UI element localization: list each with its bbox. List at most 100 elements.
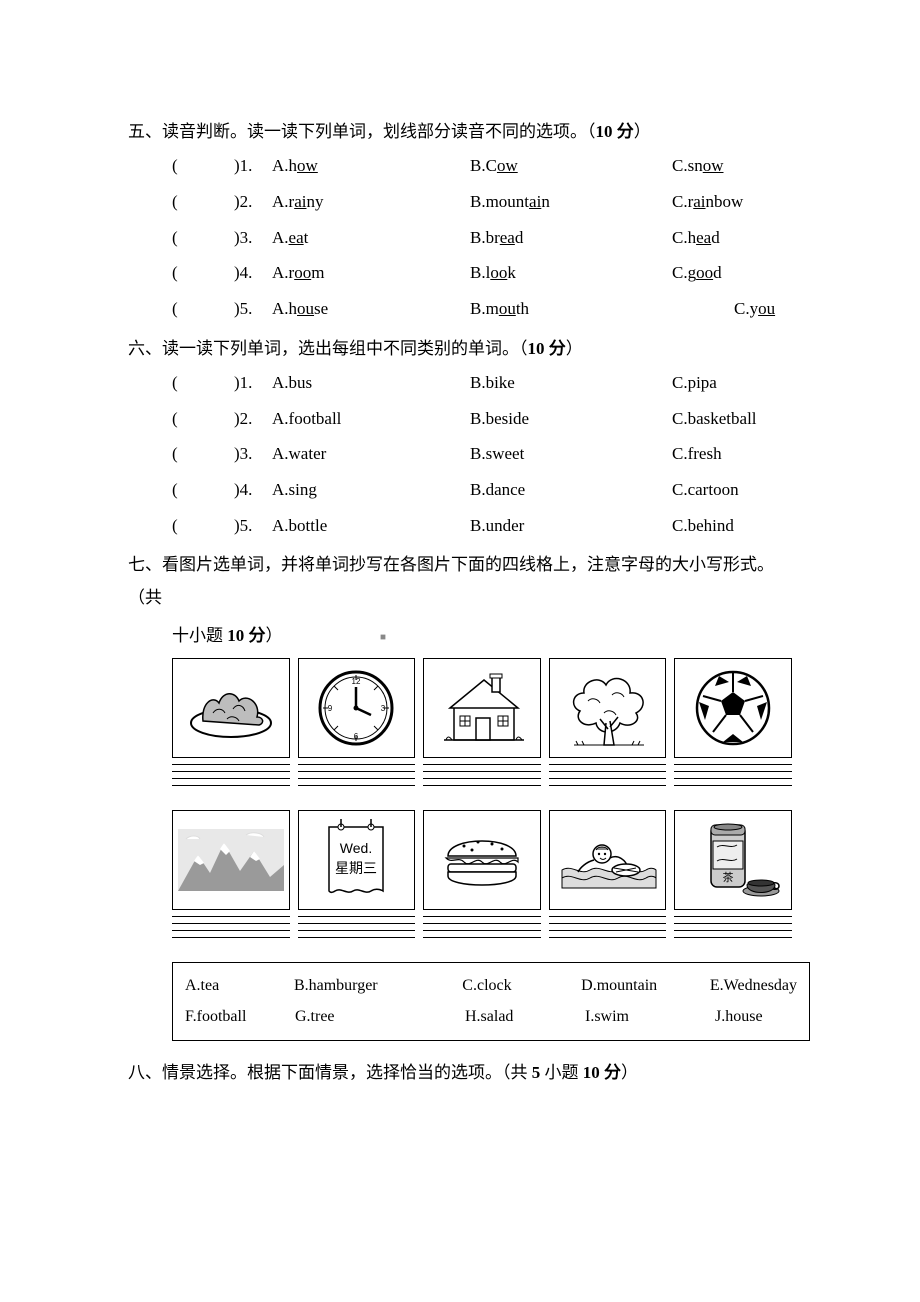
option-b: B.beside [470, 401, 672, 437]
question-row: ()1.A.busB.bikeC.pipa [128, 365, 792, 401]
wb-b: B.hamburger [294, 971, 462, 1001]
ruling-row-2 [172, 912, 792, 938]
paren-open: ( [172, 365, 190, 401]
image-hamburger [423, 810, 541, 910]
image-football [674, 658, 792, 758]
question-row: ()4.A.roomB.lookC.good [128, 255, 792, 291]
image-tea: 茶 [674, 810, 792, 910]
s7-l2-pre: 十小题 [172, 626, 227, 645]
answer-blank[interactable] [190, 184, 234, 220]
option-a: A.how [272, 148, 470, 184]
question-row: ( )2.A.footballB.besideC.basketball [128, 401, 792, 437]
paren-open: ( [172, 401, 190, 437]
question-row: ()3.A.eatB.breadC.head [128, 220, 792, 256]
writing-lines[interactable] [172, 912, 290, 938]
word-bank: A.tea B.hamburger C.clock D.mountain E.W… [172, 962, 810, 1041]
writing-lines[interactable] [674, 912, 792, 938]
option-a: A.football [272, 401, 470, 437]
s8-suf: ） [621, 1063, 638, 1082]
answer-blank[interactable] [190, 148, 234, 184]
question-row: ( )1.A.howB.CowC.snow [128, 148, 792, 184]
image-row-1: 12 3 6 9 [172, 658, 792, 758]
option-c: C.you [672, 291, 792, 327]
s8-pre: 八、情景选择。根据下面情景，选择恰当的选项。（共 [128, 1063, 532, 1082]
option-c: C.snow [672, 148, 792, 184]
svg-text:3: 3 [381, 704, 386, 713]
paren-num: )3. [234, 220, 272, 256]
option-a: A.sing [272, 472, 470, 508]
option-a: A.bottle [272, 508, 470, 544]
svg-text:6: 6 [354, 732, 359, 741]
s6-points: 10 分 [528, 339, 566, 358]
paren-open: ( [172, 508, 190, 544]
writing-lines[interactable] [298, 760, 416, 786]
answer-blank[interactable] [190, 401, 234, 437]
option-b: B.under [470, 508, 672, 544]
option-c: C.head [672, 220, 792, 256]
svg-text:12: 12 [352, 677, 361, 686]
paren-open: ( [172, 148, 190, 184]
section-6-heading: 六、读一读下列单词，选出每组中不同类别的单词。（10 分） [128, 333, 792, 365]
option-c: C.cartoon [672, 472, 792, 508]
answer-blank[interactable] [190, 365, 234, 401]
image-clock: 12 3 6 9 [298, 658, 416, 758]
answer-blank[interactable] [190, 508, 234, 544]
wb-j: J.house [715, 1002, 797, 1032]
s7-l1: 七、看图片选单词，并将单词抄写在各图片下面的四线格上，注意字母的大小写形式。（共 [128, 555, 774, 606]
option-c: C.fresh [672, 436, 792, 472]
paren-open: ( [172, 184, 190, 220]
option-a: A.house [272, 291, 470, 327]
section-7-heading-line2: 十小题 10 分） [128, 620, 792, 652]
option-b: B.bike [470, 365, 672, 401]
answer-blank[interactable] [190, 436, 234, 472]
writing-lines[interactable] [172, 760, 290, 786]
writing-lines[interactable] [423, 912, 541, 938]
answer-blank[interactable] [190, 291, 234, 327]
answer-blank[interactable] [190, 255, 234, 291]
option-b: B.mouth [470, 291, 672, 327]
s5-points: 10 分 [596, 122, 634, 141]
answer-blank[interactable] [190, 472, 234, 508]
paren-open: ( [172, 436, 190, 472]
calendar-en: Wed. [340, 840, 372, 856]
image-row-2: Wed. 星期三 [172, 810, 792, 910]
svg-text:9: 9 [328, 704, 333, 713]
writing-lines[interactable] [298, 912, 416, 938]
image-mountain [172, 810, 290, 910]
answer-blank[interactable] [190, 220, 234, 256]
s5-suf: ） [634, 122, 651, 141]
question-row: ()5.A.houseB.mouthC.you [128, 291, 792, 327]
section-6-rows: ()1.A.busB.bikeC.pipa()2.A.footballB.bes… [128, 365, 792, 543]
option-c: C.rainbow [672, 184, 792, 220]
s6-suf: ） [566, 339, 583, 358]
option-b: B.Cow [470, 148, 672, 184]
option-c: C.basketball [672, 401, 792, 437]
s8-mid: 小题 [545, 1063, 583, 1082]
option-a: A.bus [272, 365, 470, 401]
wb-f: F.football [185, 1002, 295, 1032]
section-5-rows: ( )1.A.howB.CowC.snow()2.A.rainyB.mountai… [128, 148, 792, 326]
writing-lines[interactable] [423, 760, 541, 786]
question-row: ()2.A.rainyB.mountainC.rainbow [128, 184, 792, 220]
wb-a: A.tea [185, 971, 294, 1001]
option-c: C.good [672, 255, 792, 291]
paren-num: )1. [234, 148, 272, 184]
paren-open: ( [172, 255, 190, 291]
paren-num: )2. [234, 401, 272, 437]
paren-num: )5. [234, 291, 272, 327]
s6-pre: 六、读一读下列单词，选出每组中不同类别的单词。（ [128, 339, 528, 358]
option-b: B.bread [470, 220, 672, 256]
option-b: B.look [470, 255, 672, 291]
wb-i: I.swim [585, 1002, 715, 1032]
s5-pre: 五、读音判断。读一读下列单词，划线部分读音不同的选项。（ [128, 122, 596, 141]
s7-l2-pts: 10 分 [227, 626, 265, 645]
writing-lines[interactable] [674, 760, 792, 786]
option-a: A.rainy [272, 184, 470, 220]
paren-num: )4. [234, 472, 272, 508]
s7-l2-suf: ） [266, 626, 283, 645]
wb-e: E.Wednesday [710, 971, 797, 1001]
writing-lines[interactable] [549, 760, 667, 786]
writing-lines[interactable] [549, 912, 667, 938]
option-a: A.eat [272, 220, 470, 256]
wb-g: G.tree [295, 1002, 465, 1032]
